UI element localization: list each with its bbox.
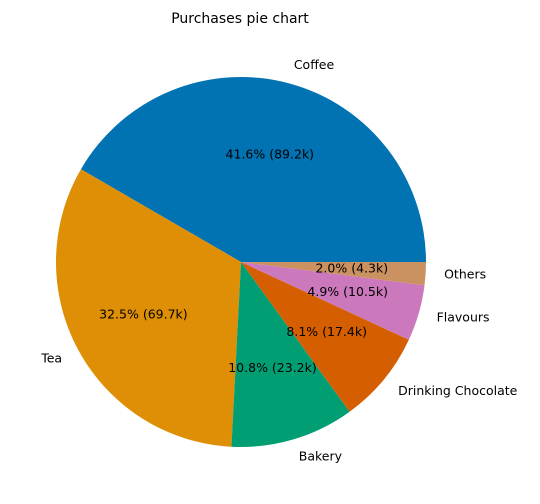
pie-slice-flavours (241, 262, 425, 340)
slice-percent-drinking-chocolate: 8.1% (17.4k) (286, 324, 367, 339)
pie-slice-tea (56, 169, 242, 447)
slice-percent-tea: 32.5% (69.7k) (99, 306, 188, 321)
pie-slice-coffee (80, 77, 426, 262)
slice-label-drinking-chocolate: Drinking Chocolate (398, 383, 518, 398)
slice-label-bakery: Bakery (299, 449, 343, 464)
chart-title: Purchases pie chart (171, 11, 309, 27)
pie-slice-bakery (231, 262, 350, 447)
slice-label-others: Others (444, 266, 486, 281)
slice-label-coffee: Coffee (294, 57, 335, 72)
slice-percent-flavours: 4.9% (10.5k) (307, 284, 388, 299)
slice-percent-coffee: 41.6% (89.2k) (226, 146, 315, 161)
slice-percent-bakery: 10.8% (23.2k) (228, 360, 317, 375)
pie-slice-drinking-chocolate (241, 262, 409, 412)
slice-label-tea: Tea (40, 351, 62, 366)
pie-slice-others (241, 262, 426, 286)
slice-label-flavours: Flavours (437, 310, 490, 325)
slice-percent-others: 2.0% (4.3k) (315, 260, 388, 275)
